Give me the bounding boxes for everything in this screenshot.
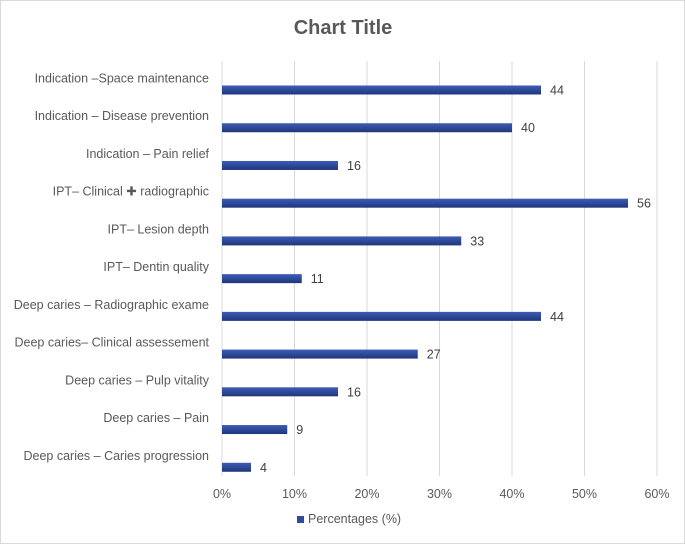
bar-10 <box>222 462 251 472</box>
bar-7 <box>222 349 418 359</box>
category-label-1: Indication – Disease prevention <box>35 109 209 123</box>
x-axis-ticks: 0% 10% 20% 30% 40% 50% 60% <box>213 487 670 501</box>
data-label-3: 56 <box>637 197 651 211</box>
x-tick-label-1: 10% <box>282 487 307 501</box>
bar-3 <box>222 198 628 208</box>
data-label-0: 44 <box>550 84 564 98</box>
x-tick-label-5: 50% <box>572 487 597 501</box>
x-tick-label-2: 20% <box>354 487 379 501</box>
data-label-1: 40 <box>521 121 535 135</box>
x-tick-label-0: 0% <box>213 487 231 501</box>
category-label-4: IPT– Lesion depth <box>108 222 210 236</box>
bar-0 <box>222 85 541 95</box>
category-label-8: Deep caries – Pulp vitality <box>65 373 210 387</box>
data-label-9: 9 <box>296 423 303 437</box>
bars: 44 40 16 56 33 11 44 27 16 9 4 <box>222 84 651 475</box>
category-label-5: IPT– Dentin quality <box>103 260 209 274</box>
category-label-0: Indication –Space maintenance <box>35 72 209 86</box>
category-label-2: Indication – Pain relief <box>86 147 210 161</box>
legend-label: Percentages (%) <box>308 512 401 526</box>
data-label-2: 16 <box>347 159 361 173</box>
data-label-10: 4 <box>260 461 267 475</box>
data-label-8: 16 <box>347 385 361 399</box>
bar-5 <box>222 274 302 284</box>
category-label-9: Deep caries – Pain <box>103 411 209 425</box>
category-labels: Indication –Space maintenance Indication … <box>14 72 210 463</box>
bar-6 <box>222 311 541 321</box>
bar-1 <box>222 123 512 133</box>
legend-swatch <box>297 516 304 523</box>
data-label-4: 33 <box>470 234 484 248</box>
chart-title: Chart Title <box>294 17 393 39</box>
category-label-3: IPT– Clinical ✚ radiographic <box>53 185 209 199</box>
x-tick-label-6: 60% <box>644 487 669 501</box>
data-label-7: 27 <box>427 348 441 362</box>
x-tick-label-4: 40% <box>499 487 524 501</box>
data-label-5: 11 <box>311 272 324 286</box>
bar-4 <box>222 236 462 246</box>
x-tick-label-3: 30% <box>427 487 452 501</box>
bar-8 <box>222 387 338 397</box>
bar-9 <box>222 425 288 435</box>
legend: Percentages (%) <box>297 512 401 526</box>
category-label-7: Deep caries– Clinical assessement <box>14 336 209 350</box>
category-label-6: Deep caries – Radiographic exame <box>14 298 209 312</box>
data-label-6: 44 <box>550 310 564 324</box>
bar-2 <box>222 160 338 170</box>
category-label-10: Deep caries – Caries progression <box>23 449 209 463</box>
